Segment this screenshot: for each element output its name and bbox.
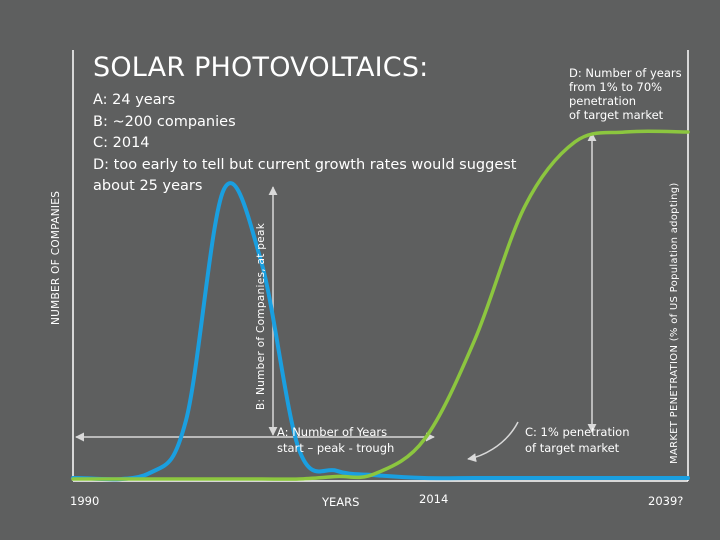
annotation-c: C: 1% penetration of target market bbox=[525, 424, 630, 456]
annotation-d: D: Number of years from 1% to 70% penetr… bbox=[569, 66, 682, 122]
annotation-d-line: of target market bbox=[569, 108, 664, 122]
annotation-b: B: Number of Companies, at peak bbox=[255, 222, 267, 410]
annotation-d-line: D: Number of years bbox=[569, 66, 682, 80]
y-axis-label-right: MARKET PENETRATION (% of US Population a… bbox=[669, 182, 680, 464]
annotation-a: A: Number of Years start – peak - trough bbox=[277, 424, 394, 456]
annotation-a-line: start – peak - trough bbox=[277, 441, 395, 455]
x-tick-1990: 1990 bbox=[70, 494, 100, 508]
annotation-d-line: from 1% to 70% bbox=[569, 80, 663, 94]
x-tick-2039: 2039? bbox=[648, 494, 684, 508]
series-market-penetration bbox=[71, 129, 690, 481]
note-b: B: ~200 companies bbox=[93, 113, 236, 130]
slide-title: SOLAR PHOTOVOLTAICS: bbox=[93, 52, 429, 83]
note-d: D: too early to tell but current growth … bbox=[93, 156, 517, 173]
x-axis-label: YEARS bbox=[322, 495, 360, 509]
note-c: C: 2014 bbox=[93, 135, 150, 151]
summary-notes: A: 24 years B: ~200 companies C: 2014 D:… bbox=[93, 90, 516, 198]
annotation-a-line: A: Number of Years bbox=[277, 425, 388, 439]
y-axis-label-left: NUMBER OF COMPANIES bbox=[50, 190, 62, 325]
note-a: A: 24 years bbox=[93, 92, 176, 108]
annotation-d-line: penetration bbox=[569, 94, 637, 108]
series-number-of-companies bbox=[71, 181, 690, 482]
x-tick-2014: 2014 bbox=[419, 492, 449, 506]
annotation-c-line: of target market bbox=[525, 441, 620, 455]
arrow-c bbox=[467, 421, 519, 463]
annotation-c-line: C: 1% penetration bbox=[525, 425, 630, 439]
note-d-continued: about 25 years bbox=[93, 178, 203, 194]
